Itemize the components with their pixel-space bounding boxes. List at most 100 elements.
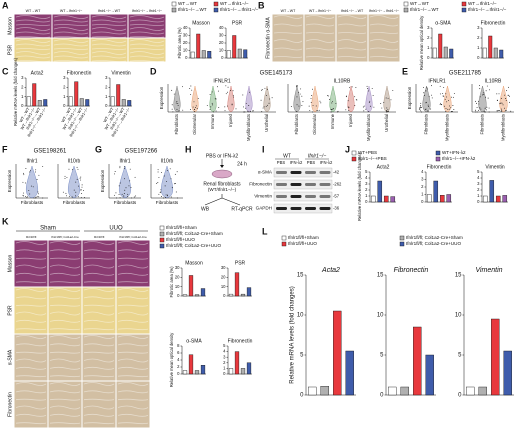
cell-dot xyxy=(195,107,197,108)
cell-dot xyxy=(392,90,394,91)
micrograph xyxy=(82,334,116,381)
chart-title: α-SMA xyxy=(435,20,451,26)
cell-dot xyxy=(81,193,83,194)
cell-dot xyxy=(206,105,208,107)
x-tick-label: Myofibroblasts xyxy=(501,114,506,141)
cell-dot xyxy=(312,111,314,113)
chart-title: Fibronectin xyxy=(228,338,253,344)
bar xyxy=(194,294,200,297)
cell-dot xyxy=(479,107,481,109)
y-tick-label: 20 xyxy=(219,40,224,45)
cell-dot xyxy=(25,168,27,169)
bar xyxy=(308,386,317,396)
cell-dot xyxy=(315,105,317,107)
bar xyxy=(85,99,90,107)
cell-dot xyxy=(426,87,428,89)
y-tick-label: 4 xyxy=(177,357,180,362)
bar xyxy=(121,99,126,107)
cell-dot xyxy=(331,101,333,103)
cell-dot xyxy=(127,193,129,195)
tissue-texture xyxy=(273,39,303,43)
tissue-texture xyxy=(337,23,367,27)
cell-dot xyxy=(80,179,82,181)
tissue-texture xyxy=(369,32,399,34)
cell-dot xyxy=(173,183,175,185)
cell-dot xyxy=(476,102,477,104)
cell-dot xyxy=(124,189,126,191)
legend-swatch xyxy=(213,7,219,13)
tissue-texture xyxy=(369,15,399,19)
bar xyxy=(370,195,376,203)
cell-dot xyxy=(478,103,480,105)
y-tick-label: 0 xyxy=(21,103,24,108)
y-tick-label: 0 xyxy=(177,371,180,376)
x-tick-label: Injured xyxy=(228,113,233,126)
micrograph xyxy=(48,240,82,287)
chart-title: Acta2 xyxy=(321,267,340,274)
tissue-texture xyxy=(273,23,303,27)
tissue-texture xyxy=(49,351,81,354)
readout-label: WB xyxy=(201,206,210,212)
cell-dot xyxy=(232,95,234,97)
cell-dot xyxy=(296,86,297,88)
cell-dot xyxy=(29,193,31,195)
cell-dot xyxy=(182,109,184,111)
size-label: -36 xyxy=(333,206,340,211)
y-axis-label: Fibrotic area (%) xyxy=(169,266,174,298)
cell-dot xyxy=(62,191,64,193)
bar xyxy=(493,47,498,59)
tissue-texture xyxy=(91,39,127,43)
tissue-texture xyxy=(129,43,165,47)
y-tick-label: 1 xyxy=(365,193,368,198)
gene-label: Il10rb xyxy=(161,158,174,164)
panel-letter: L xyxy=(262,226,268,236)
bar xyxy=(488,35,493,59)
x-tick-label: Glomerular xyxy=(312,113,317,134)
cell-dot xyxy=(26,197,28,199)
cell-dot xyxy=(367,88,368,90)
cell-dot xyxy=(171,89,173,91)
violin xyxy=(68,165,80,199)
cell-dot xyxy=(345,109,347,111)
legend-swatch xyxy=(399,235,405,241)
tissue-texture xyxy=(129,55,165,59)
cell-dot xyxy=(427,111,429,113)
bar xyxy=(243,49,248,59)
cell-dot xyxy=(77,168,79,170)
y-tick-label: 3 xyxy=(477,181,480,186)
bar xyxy=(495,195,501,203)
y-tick-label: 5 xyxy=(458,353,462,359)
cell-dot xyxy=(215,98,217,100)
band xyxy=(290,207,302,210)
cell-dot xyxy=(298,105,300,107)
tissue-texture xyxy=(49,335,81,339)
tissue-texture xyxy=(117,405,149,410)
band xyxy=(319,195,331,198)
cell-dot xyxy=(297,85,299,87)
tissue-texture xyxy=(83,319,115,323)
micrograph xyxy=(336,14,368,62)
legend-label: Ifnlr1fl/fl; Col1a2-Cre+Sham xyxy=(166,231,223,236)
tissue-texture xyxy=(49,281,81,284)
tissue-texture xyxy=(15,55,51,59)
violin xyxy=(245,85,253,113)
cell-dot xyxy=(23,192,24,194)
bar xyxy=(116,84,121,107)
cell-dot xyxy=(420,107,422,108)
chart-title: Vimentin xyxy=(485,164,505,170)
cell-dot xyxy=(369,105,371,107)
cell-dot xyxy=(261,89,263,91)
cell-dot xyxy=(439,85,441,87)
tissue-texture xyxy=(49,366,81,370)
bar xyxy=(188,275,194,297)
legend-label: Ifnlr1fl/fl+UUO xyxy=(288,241,317,246)
cell-dot xyxy=(231,104,233,106)
y-tick-label: 0 xyxy=(380,393,384,399)
chart-title: Fibronectin xyxy=(67,70,92,76)
x-tick-label: Fibroblasts xyxy=(21,200,44,205)
y-tick-label: 30 xyxy=(183,33,188,38)
cell-dot xyxy=(194,108,196,110)
violin xyxy=(209,85,217,113)
cell-dot xyxy=(330,111,332,113)
y-tick-label: 0 xyxy=(63,103,66,108)
